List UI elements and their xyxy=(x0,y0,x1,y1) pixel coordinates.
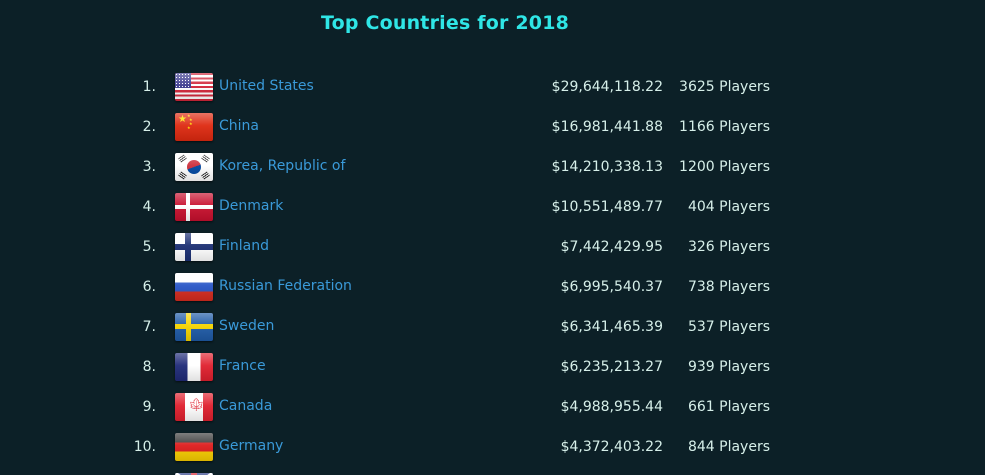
france-flag-icon xyxy=(175,353,213,381)
player-count: 939 Players xyxy=(687,359,770,375)
earnings: $29,644,118.22 xyxy=(551,79,663,95)
country-link[interactable]: Denmark xyxy=(219,198,284,214)
rank: 5. xyxy=(142,239,156,255)
country-link[interactable]: United States xyxy=(219,78,314,94)
rank: 2. xyxy=(142,119,156,135)
list-item: 6. Russian Federation $6,995,540.37 738 … xyxy=(0,267,985,307)
south-korea-flag-icon xyxy=(175,153,213,181)
uk-flag-icon xyxy=(175,473,213,475)
country-link[interactable]: Russian Federation xyxy=(219,278,352,294)
list-item: 10. Germany $4,372,403.22 844 Players xyxy=(0,427,985,467)
list-item: 3. Korea, Republic of $14,210,338.13 120… xyxy=(0,147,985,187)
player-count: 326 Players xyxy=(687,239,770,255)
list-item: 9. 🍁︎ Canada $4,988,955.44 661 Players xyxy=(0,387,985,427)
denmark-flag-icon xyxy=(175,193,213,221)
player-count: 3625 Players xyxy=(679,79,770,95)
canada-flag-icon: 🍁︎ xyxy=(175,393,213,421)
country-link[interactable]: Canada xyxy=(219,398,273,414)
rank: 6. xyxy=(142,279,156,295)
list-item: 5. Finland $7,442,429.95 326 Players xyxy=(0,227,985,267)
rank: 10. xyxy=(133,439,156,455)
list-item: 2. ★ ★ ★ ★ ★ China $16,981,441.88 1166 Playe… xyxy=(0,107,985,147)
list-item: 4. Denmark $10,551,489.77 404 Players xyxy=(0,187,985,227)
rank: 1. xyxy=(142,79,156,95)
country-link[interactable]: Germany xyxy=(219,438,284,454)
rank: 9. xyxy=(142,399,156,415)
rank: 8. xyxy=(142,359,156,375)
list-item: 7. Sweden $6,341,465.39 537 Players xyxy=(0,307,985,347)
country-link[interactable]: China xyxy=(219,118,259,134)
country-link[interactable]: Sweden xyxy=(219,318,275,334)
earnings: $6,235,213.27 xyxy=(560,359,663,375)
earnings: $10,551,489.77 xyxy=(551,199,663,215)
list-item: 1. United States $29,644,118.22 3625 Pla… xyxy=(0,67,985,107)
rank: 7. xyxy=(142,319,156,335)
player-count: 844 Players xyxy=(687,439,770,455)
russia-flag-icon xyxy=(175,273,213,301)
earnings: $14,210,338.13 xyxy=(551,159,663,175)
player-count: 537 Players xyxy=(687,319,770,335)
earnings: $4,988,955.44 xyxy=(560,399,663,415)
us-flag-icon xyxy=(175,73,213,101)
earnings: $6,995,540.37 xyxy=(560,279,663,295)
rank: 3. xyxy=(142,159,156,175)
germany-flag-icon xyxy=(175,433,213,461)
page-title: Top Countries for 2018 xyxy=(320,12,570,34)
player-count: 1166 Players xyxy=(679,119,770,135)
country-link[interactable]: France xyxy=(219,358,266,374)
list-item-partial xyxy=(0,467,985,475)
countries-list: 1. United States $29,644,118.22 3625 Pla… xyxy=(0,67,985,475)
sweden-flag-icon xyxy=(175,313,213,341)
earnings: $6,341,465.39 xyxy=(560,319,663,335)
finland-flag-icon xyxy=(175,233,213,261)
rank: 4. xyxy=(142,199,156,215)
list-item: 8. France $6,235,213.27 939 Players xyxy=(0,347,985,387)
country-link[interactable]: Korea, Republic of xyxy=(219,158,346,174)
country-link[interactable]: Finland xyxy=(219,238,270,254)
player-count: 661 Players xyxy=(687,399,770,415)
player-count: 404 Players xyxy=(687,199,770,215)
earnings: $16,981,441.88 xyxy=(551,119,663,135)
player-count: 1200 Players xyxy=(679,159,770,175)
earnings: $4,372,403.22 xyxy=(560,439,663,455)
player-count: 738 Players xyxy=(687,279,770,295)
earnings: $7,442,429.95 xyxy=(560,239,663,255)
china-flag-icon: ★ ★ ★ ★ ★ xyxy=(175,113,213,141)
